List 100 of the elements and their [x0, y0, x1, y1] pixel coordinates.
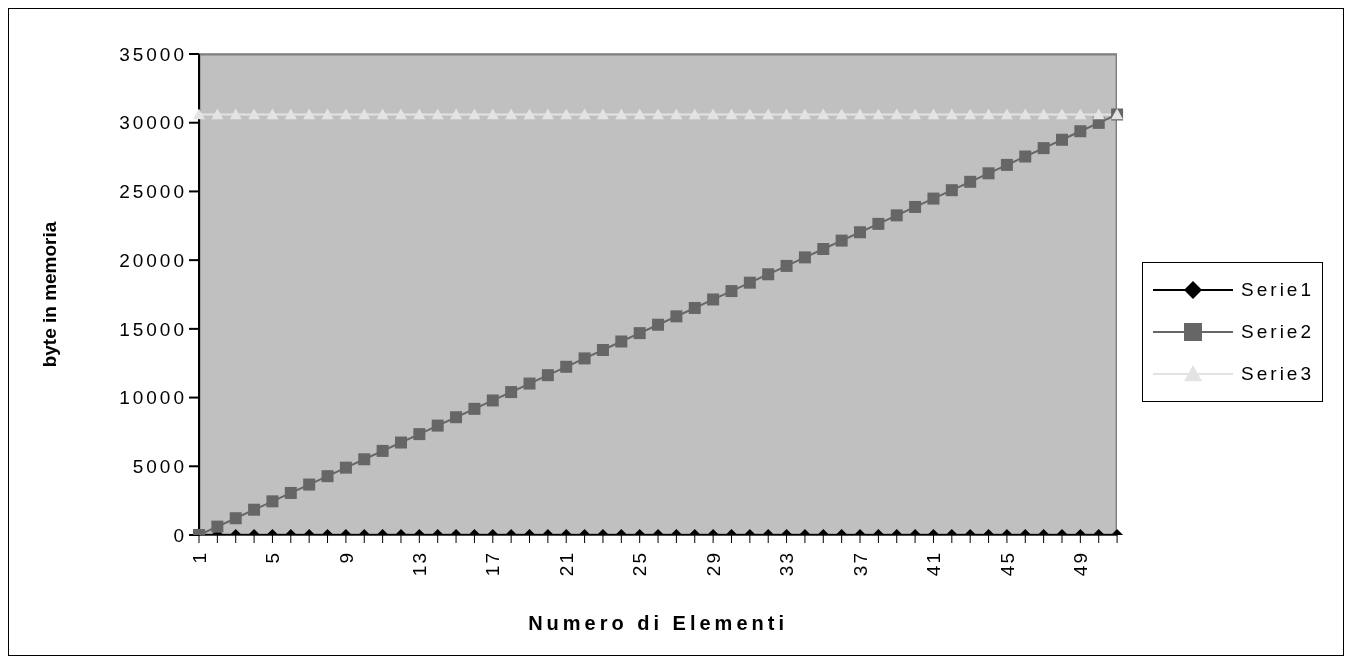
point — [523, 108, 536, 120]
point — [431, 419, 444, 432]
point — [927, 192, 940, 205]
point — [1019, 108, 1032, 120]
point — [450, 108, 463, 120]
point — [193, 108, 205, 120]
point — [652, 318, 665, 331]
y-tick-label: 10000 — [119, 387, 187, 409]
point — [615, 335, 628, 348]
point — [964, 108, 977, 120]
point — [615, 108, 628, 120]
point — [762, 108, 775, 120]
point — [1055, 108, 1068, 120]
point — [1000, 108, 1013, 120]
point — [670, 310, 683, 323]
point — [505, 108, 518, 120]
point — [798, 251, 811, 264]
point — [927, 108, 940, 120]
y-tick-label: 0 — [173, 524, 187, 546]
point — [578, 352, 591, 365]
point — [890, 108, 903, 120]
legend-label: Serie3 — [1241, 363, 1314, 385]
point — [303, 108, 316, 120]
point — [1037, 108, 1050, 120]
point — [560, 108, 573, 120]
x-tick-label: 45 — [996, 551, 1018, 577]
x-tick-label: 29 — [702, 551, 724, 577]
point — [523, 377, 536, 390]
point — [633, 327, 646, 340]
point — [1019, 150, 1032, 163]
x-tick-label: 37 — [849, 551, 871, 577]
point — [578, 108, 591, 120]
y-tick-label: 15000 — [119, 318, 187, 340]
point — [780, 108, 793, 120]
x-tick-label: 9 — [335, 551, 357, 564]
x-tick-label: 5 — [262, 551, 284, 564]
point — [707, 108, 720, 120]
point — [817, 108, 830, 120]
point — [1000, 158, 1013, 171]
x-tick-label: 33 — [776, 551, 798, 577]
point — [909, 108, 922, 120]
y-tick-label: 25000 — [119, 181, 187, 203]
point — [945, 184, 958, 197]
point — [633, 108, 646, 120]
x-tick-label: 1 — [188, 551, 210, 564]
point — [725, 108, 738, 120]
point — [835, 108, 848, 120]
point — [909, 200, 922, 213]
point — [468, 108, 481, 120]
point — [1037, 142, 1050, 155]
point — [1055, 133, 1068, 146]
legend-label: Serie1 — [1241, 279, 1314, 301]
y-axis-title: byte in memoria — [38, 221, 60, 368]
point — [854, 108, 867, 120]
point — [339, 108, 352, 120]
x-tick-label: 49 — [1070, 551, 1092, 577]
y-tick-label: 35000 — [119, 43, 187, 65]
x-tick-label: 21 — [555, 551, 577, 577]
point — [964, 175, 977, 188]
x-tick-label: 41 — [923, 551, 945, 577]
point — [725, 285, 738, 298]
point — [431, 108, 444, 120]
legend-label: Serie2 — [1241, 321, 1314, 343]
point — [872, 108, 885, 120]
point — [688, 301, 701, 314]
point — [248, 108, 261, 120]
point — [596, 108, 609, 120]
point — [652, 108, 665, 120]
x-axis-title: Numero di Elementi — [528, 612, 788, 634]
point — [560, 360, 573, 373]
point — [1074, 125, 1087, 138]
point — [541, 108, 554, 120]
point — [854, 226, 867, 239]
point — [284, 486, 297, 499]
point — [376, 108, 389, 120]
point — [890, 209, 903, 222]
point — [707, 293, 720, 306]
point — [1074, 108, 1087, 120]
point — [266, 108, 279, 120]
point — [798, 108, 811, 120]
x-tick-label: 17 — [482, 551, 504, 577]
x-tick-label: 13 — [408, 551, 430, 577]
point — [376, 444, 389, 457]
point — [321, 108, 334, 120]
point — [872, 217, 885, 230]
y-tick-label: 5000 — [132, 456, 187, 478]
point — [211, 108, 224, 120]
point — [743, 276, 756, 289]
point — [1092, 108, 1105, 120]
point — [743, 108, 756, 120]
point — [284, 108, 297, 120]
x-tick-label: 25 — [629, 551, 651, 577]
point — [413, 108, 426, 120]
point — [982, 167, 995, 180]
point — [358, 108, 371, 120]
point — [982, 108, 995, 120]
point — [486, 394, 499, 407]
point — [486, 108, 499, 120]
point — [670, 108, 683, 120]
y-tick-label: 20000 — [119, 249, 187, 271]
